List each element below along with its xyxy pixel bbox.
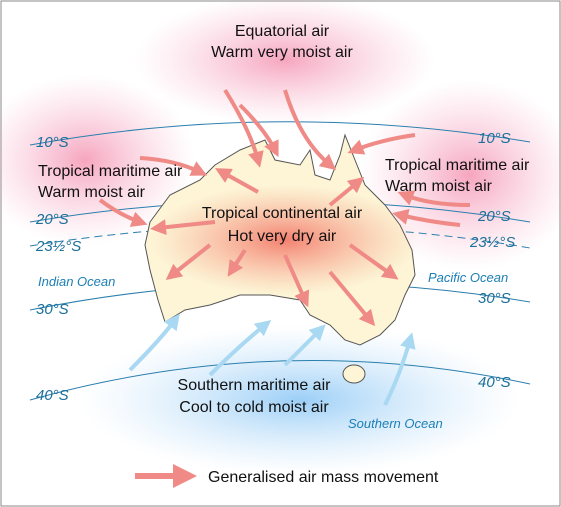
legend-label: Generalised air mass movement xyxy=(208,469,439,486)
arrow xyxy=(397,190,471,207)
air-mass-description: Warm very moist air xyxy=(211,44,353,61)
latitude-label: 10°S xyxy=(478,130,511,147)
arrow xyxy=(383,332,416,406)
tropical-continental-zone xyxy=(150,185,420,295)
warm-arrows xyxy=(98,88,471,327)
arrow xyxy=(139,156,208,176)
air-mass-description: Warm moist air xyxy=(38,184,146,201)
arrow xyxy=(348,243,399,280)
tasmania xyxy=(342,364,366,384)
arrow xyxy=(238,103,279,158)
air-mass-name: Tropical maritime air xyxy=(38,163,183,180)
arrow xyxy=(283,324,326,367)
latitude-line xyxy=(29,121,531,146)
arrow xyxy=(347,133,416,155)
cool-arrows xyxy=(128,313,416,406)
arrow xyxy=(128,313,180,372)
equatorial-air-zone xyxy=(135,0,435,125)
air-mass-name: Southern maritime air xyxy=(178,377,332,394)
ocean-label: Indian Ocean xyxy=(38,274,115,289)
arrow xyxy=(283,89,337,171)
arrow xyxy=(223,88,264,168)
arrow xyxy=(98,198,148,227)
southern-maritime-zone xyxy=(80,325,520,475)
arrow xyxy=(283,254,310,308)
latitude-label: 30°S xyxy=(36,301,69,318)
arrow xyxy=(215,168,259,194)
air-mass-description: Cool to cold moist air xyxy=(179,399,329,416)
latitude-label: 23½°S xyxy=(35,238,81,255)
arrow xyxy=(227,248,247,277)
latitude-label: 23½°S xyxy=(469,234,515,251)
latitude-label: 30°S xyxy=(478,290,511,307)
air-mass-description: Warm moist air xyxy=(385,178,493,195)
arrow xyxy=(165,243,212,280)
latitude-label: 40°S xyxy=(36,387,69,404)
air-mass-description: Hot very dry air xyxy=(228,228,337,245)
latitude-label: 20°S xyxy=(477,208,511,225)
arrow xyxy=(208,320,272,377)
latitude-label: 20°S xyxy=(35,211,69,228)
arrow xyxy=(392,209,461,227)
arrow xyxy=(150,219,216,236)
air-mass-name: Equatorial air xyxy=(235,23,330,40)
latitude-label: 10°S xyxy=(36,134,69,151)
arrow xyxy=(328,176,365,207)
latitude-label: 40°S xyxy=(478,374,511,391)
air-mass-name: Tropical maritime air xyxy=(385,157,530,174)
latitude-line xyxy=(29,359,531,401)
air-mass-name: Tropical continental air xyxy=(202,205,363,222)
arrow xyxy=(328,270,376,327)
ocean-label: Southern Ocean xyxy=(348,416,443,431)
tropical-maritime-west-zone xyxy=(0,75,195,245)
ocean-label: Pacific Ocean xyxy=(428,270,508,285)
